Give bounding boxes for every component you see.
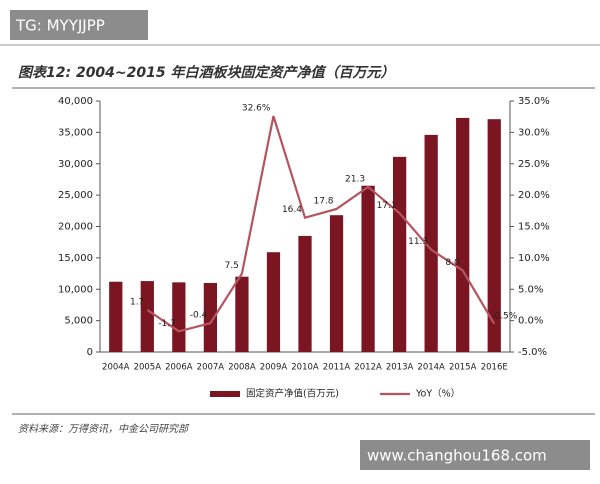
- y-tick-label: 0: [87, 347, 93, 358]
- y-tick-label: 5,000: [64, 316, 93, 327]
- legend-label: YoY（%）: [415, 388, 460, 400]
- data-label: 16.4: [282, 205, 302, 215]
- bar: [361, 185, 375, 352]
- x-tick-label: 2008A: [228, 363, 256, 373]
- bar: [140, 281, 154, 352]
- bar: [487, 119, 501, 352]
- data-label: 8.0: [445, 258, 460, 268]
- data-label: 1.7: [130, 297, 144, 307]
- line: [146, 115, 496, 333]
- legend-label: 固定资产净值(百万元): [246, 388, 339, 400]
- data-label: 32.6%: [242, 104, 271, 114]
- x-tick-label: 2014A: [417, 363, 445, 373]
- bar: [424, 134, 438, 352]
- watermark: www.changhou168.com: [367, 447, 547, 465]
- plot-area: 0 5,000 10,000 15,000 20,000 25,000 30,000 35,0…: [58, 96, 550, 400]
- bar: [172, 282, 186, 352]
- source-note: 资料来源：万得资讯，中金公司研究部: [18, 423, 190, 435]
- y-tick-label: 30,000: [58, 159, 93, 170]
- data-label: 11.3: [408, 237, 428, 247]
- y2-tick-label: 20.0%: [518, 190, 550, 201]
- watermark: TG: MYYJJPP: [15, 17, 105, 35]
- y-tick-label: 40,000: [58, 96, 93, 107]
- x-tick-label: 2012A: [354, 363, 382, 373]
- x-tick-label: 2009A: [260, 363, 288, 373]
- y2-tick-label: 25.0%: [518, 159, 550, 170]
- bar: [456, 117, 470, 352]
- x-tick-label: 2010A: [291, 363, 319, 373]
- data-label: 21.3: [345, 174, 365, 184]
- y-tick-label: 35,000: [58, 127, 93, 138]
- data-label: -1.7: [158, 319, 176, 329]
- bar: [266, 252, 281, 352]
- watermark-box: [10, 10, 148, 40]
- y2-tick-label: 10.0%: [518, 253, 550, 264]
- data-label: 17.1: [377, 201, 397, 211]
- x-tick-label: 2013A: [386, 363, 414, 373]
- y-tick-label: 15,000: [58, 253, 93, 264]
- x-tick-label: 2006A: [165, 363, 193, 373]
- y2-tick-label: 35.0%: [518, 96, 550, 107]
- x-tick-label: 2016E: [481, 363, 508, 373]
- y2-tick-label: 0.0%: [518, 316, 543, 327]
- bar: [392, 156, 407, 352]
- x-tick-label: 2011A: [323, 363, 351, 373]
- data-label: -0.4: [190, 311, 208, 321]
- data-label: 17.8: [313, 196, 333, 206]
- y2-tick-label: 30.0%: [518, 127, 550, 138]
- y2-tick-label: 5.0%: [518, 284, 543, 295]
- y2-tick-label: -5.0%: [518, 347, 547, 358]
- x-tick-label: 2015A: [449, 363, 477, 373]
- bar: [235, 276, 249, 352]
- y2-tick-label: 15.0%: [518, 222, 550, 233]
- bar: [203, 282, 218, 352]
- y-tick-label: 10,000: [58, 284, 93, 295]
- bar: [298, 235, 312, 352]
- x-tick-label: 2005A: [134, 363, 162, 373]
- data-label: -0.5%: [491, 311, 518, 321]
- watermark-box: [360, 440, 590, 470]
- x-tick-label: 2004A: [102, 363, 130, 373]
- chart-title: 图表12: 2004~2015 年白酒板块固定资产净值（百万元）: [18, 64, 395, 81]
- bar: [329, 215, 344, 352]
- y-tick-label: 25,000: [58, 190, 93, 201]
- data-label: 7.5: [225, 261, 239, 271]
- bar: [109, 281, 123, 352]
- x-tick-label: 2007A: [197, 363, 225, 373]
- legend-swatch: [210, 391, 240, 397]
- y-tick-label: 20,000: [58, 222, 93, 233]
